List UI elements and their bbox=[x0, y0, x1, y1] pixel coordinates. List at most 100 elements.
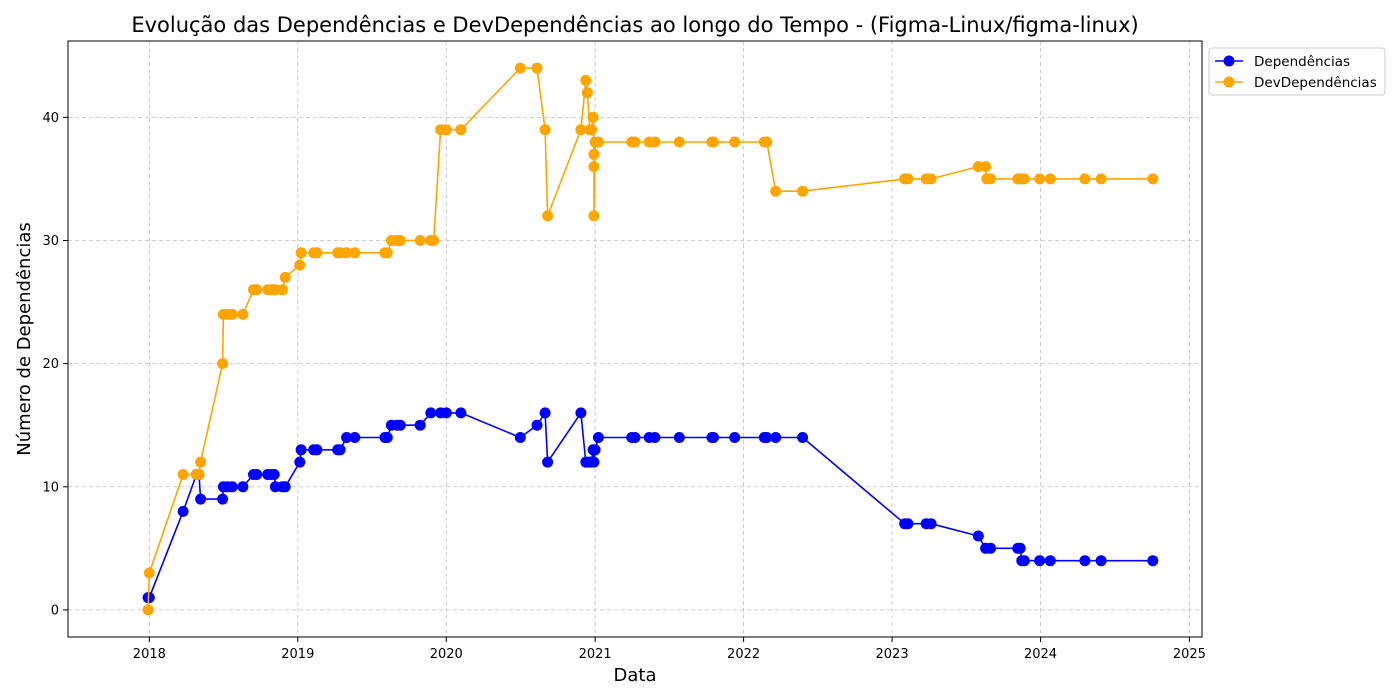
data-point bbox=[143, 567, 155, 579]
data-point bbox=[294, 456, 306, 468]
data-point bbox=[587, 111, 599, 123]
data-point bbox=[1034, 173, 1046, 185]
x-tick-label: 2019 bbox=[281, 647, 314, 662]
data-point bbox=[217, 493, 229, 505]
data-point bbox=[1044, 173, 1056, 185]
data-point bbox=[349, 432, 361, 443]
data-point bbox=[226, 481, 238, 493]
data-point bbox=[142, 604, 154, 616]
data-point bbox=[1044, 555, 1056, 567]
series-layer bbox=[142, 62, 1159, 616]
data-point bbox=[586, 124, 597, 136]
data-point bbox=[588, 210, 600, 222]
data-point bbox=[334, 444, 346, 456]
data-point bbox=[414, 235, 426, 246]
data-point bbox=[425, 407, 437, 419]
data-point bbox=[341, 247, 353, 259]
data-point bbox=[729, 432, 741, 443]
data-point bbox=[575, 124, 587, 136]
data-point bbox=[294, 259, 306, 271]
data-point bbox=[1079, 555, 1091, 567]
plot-frame bbox=[67, 40, 1203, 638]
legend-label: DevDependências bbox=[1254, 75, 1377, 91]
chart-title: Evolução das Dependências e DevDependênc… bbox=[131, 13, 1138, 37]
data-point bbox=[349, 247, 361, 259]
data-point bbox=[279, 481, 291, 493]
data-point bbox=[542, 210, 554, 222]
data-point bbox=[237, 308, 249, 320]
x-tick-label: 2021 bbox=[579, 647, 612, 662]
data-point bbox=[761, 136, 773, 148]
data-point bbox=[589, 444, 601, 456]
legend-box bbox=[1208, 47, 1386, 96]
data-point bbox=[708, 136, 719, 148]
y-tick-label: 40 bbox=[42, 111, 59, 126]
data-point bbox=[428, 235, 440, 246]
data-point bbox=[985, 542, 996, 554]
x-axis-title: Data bbox=[614, 665, 657, 686]
data-point bbox=[394, 235, 406, 246]
x-tick-label: 2023 bbox=[876, 647, 909, 662]
data-point bbox=[902, 518, 914, 530]
data-point bbox=[985, 173, 996, 185]
data-point bbox=[902, 173, 914, 185]
x-tick-label: 2018 bbox=[133, 647, 166, 662]
data-point bbox=[514, 432, 526, 443]
data-point bbox=[980, 161, 992, 173]
data-point bbox=[195, 493, 207, 505]
data-point bbox=[649, 136, 661, 148]
legend-marker bbox=[1223, 55, 1235, 67]
data-point bbox=[279, 271, 291, 283]
data-point bbox=[295, 247, 307, 259]
data-point bbox=[193, 469, 205, 480]
series-2 bbox=[142, 62, 1159, 616]
data-point bbox=[414, 419, 426, 431]
data-point bbox=[1014, 542, 1026, 554]
data-point bbox=[217, 358, 229, 370]
data-point bbox=[381, 432, 393, 443]
data-point bbox=[588, 456, 600, 468]
data-point bbox=[797, 185, 809, 197]
data-point bbox=[539, 124, 551, 136]
data-point bbox=[729, 136, 741, 148]
y-tick-label: 0 bbox=[51, 603, 59, 618]
data-point bbox=[761, 432, 773, 443]
axis-ticks: 2018 2019 2020 2021 2022 2023 2024 2025 0 10 20 30 4… bbox=[42, 111, 1205, 662]
data-point bbox=[972, 530, 984, 542]
data-point bbox=[588, 148, 600, 160]
data-point bbox=[770, 185, 782, 197]
data-point bbox=[575, 407, 587, 419]
data-point bbox=[276, 284, 288, 296]
data-point bbox=[539, 407, 551, 419]
data-point bbox=[381, 247, 393, 259]
data-point bbox=[295, 444, 307, 456]
data-point bbox=[1147, 173, 1159, 185]
data-point bbox=[195, 456, 207, 468]
data-point bbox=[770, 432, 782, 443]
series-1 bbox=[142, 407, 1159, 604]
data-point bbox=[237, 481, 249, 493]
data-point bbox=[925, 173, 937, 185]
data-point bbox=[673, 136, 685, 148]
data-point bbox=[440, 124, 452, 136]
x-tick-label: 2022 bbox=[727, 647, 760, 662]
data-point bbox=[177, 505, 189, 517]
data-point bbox=[1034, 555, 1046, 567]
data-point bbox=[629, 136, 641, 148]
data-point bbox=[1095, 173, 1107, 185]
legend-item: Dependências bbox=[1215, 54, 1350, 70]
data-point bbox=[592, 136, 604, 148]
data-point bbox=[673, 432, 685, 443]
y-tick-label: 30 bbox=[42, 234, 59, 249]
legend-label: Dependências bbox=[1254, 54, 1350, 70]
data-point bbox=[1018, 173, 1030, 185]
data-point bbox=[531, 419, 543, 431]
data-point bbox=[629, 432, 641, 443]
data-point bbox=[177, 469, 189, 480]
x-tick-label: 2024 bbox=[1024, 647, 1057, 662]
data-point bbox=[251, 284, 263, 296]
data-point bbox=[649, 432, 661, 443]
data-point bbox=[440, 407, 452, 419]
data-point bbox=[341, 432, 353, 443]
data-point bbox=[455, 407, 467, 419]
